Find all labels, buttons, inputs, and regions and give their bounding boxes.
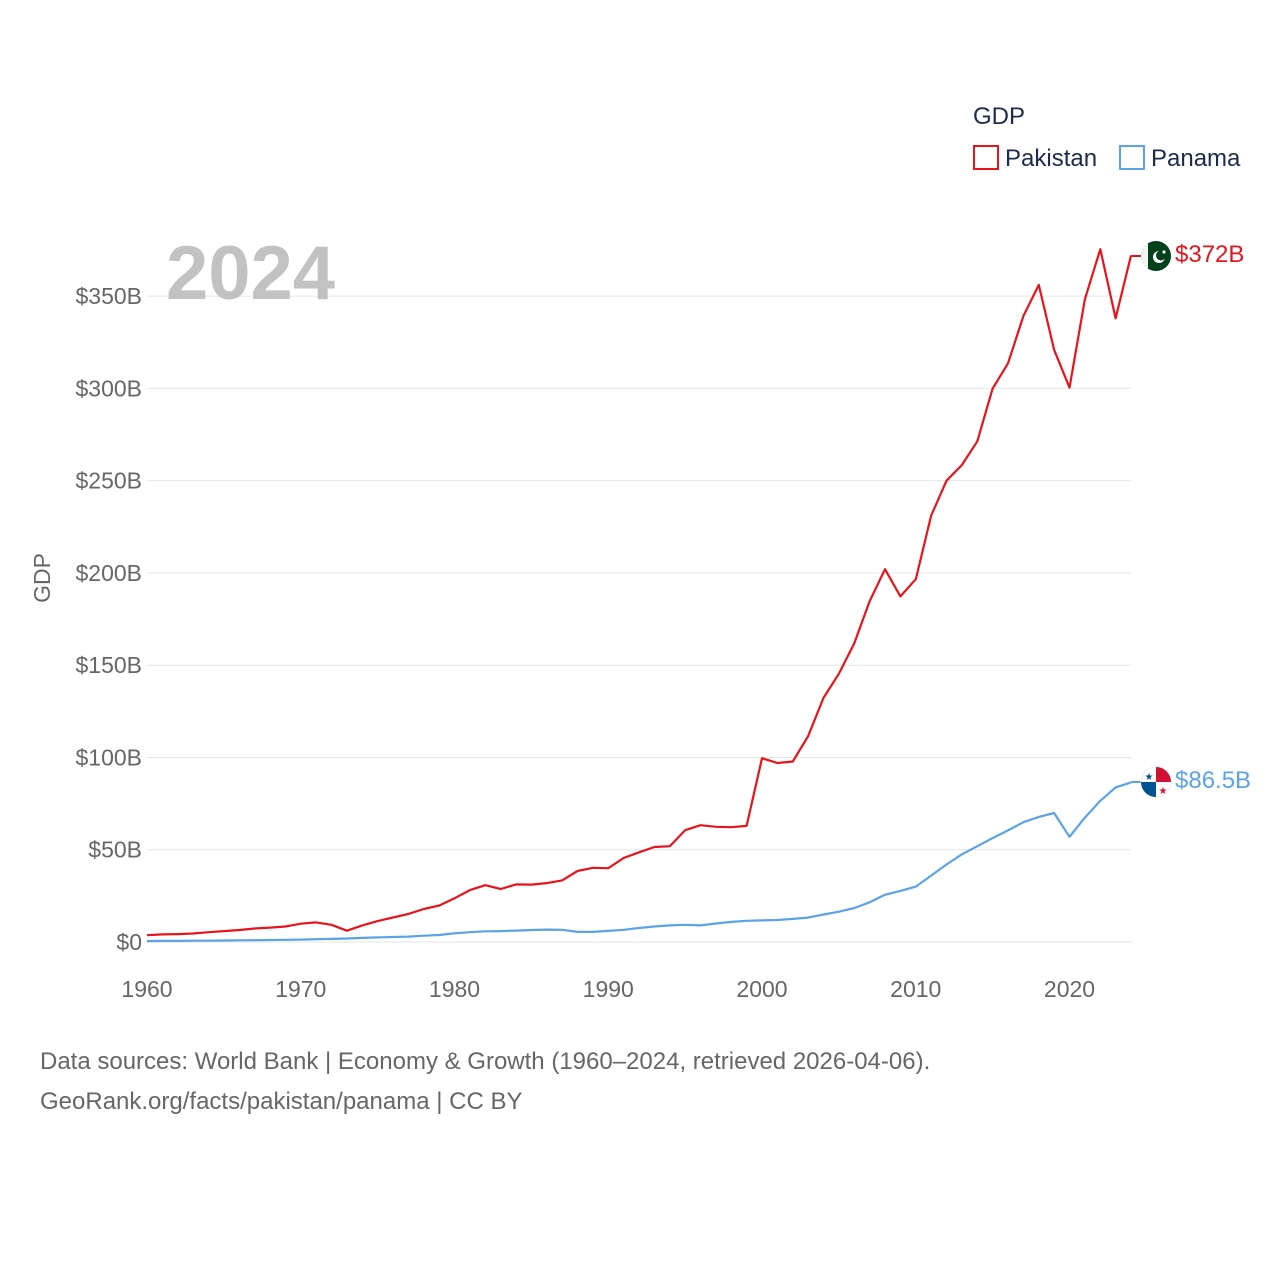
source-line: Data sources: World Bank | Economy & Gro… (40, 1048, 931, 1075)
data-source-footer: Data sources: World Bank | Economy & Gro… (40, 1042, 930, 1122)
y-tick-label: $200B (75, 560, 142, 586)
svg-text:★: ★ (1145, 772, 1154, 783)
series-line-pakistan (146, 248, 1133, 937)
x-tick-label: 2000 (736, 976, 787, 1002)
panama-flag-icon: ★ ★ (1140, 766, 1172, 798)
y-axis-title: GDP (29, 553, 55, 603)
x-tick-label: 2020 (1044, 976, 1095, 1002)
legend-swatch-panama (1119, 145, 1145, 170)
y-tick-label: $300B (75, 375, 142, 401)
y-tick-label: $150B (75, 652, 142, 678)
x-tick-label: 1960 (121, 976, 172, 1002)
y-tick-label: $0 (116, 929, 142, 955)
legend-label-pakistan: Pakistan (1005, 145, 1097, 172)
legend: GDP Pakistan Panama (973, 103, 1241, 172)
x-tick-label: 2010 (890, 976, 941, 1002)
svg-text:★: ★ (1159, 786, 1168, 797)
x-tick-label: 1970 (275, 976, 326, 1002)
pakistan-end-marker: $372B (1131, 241, 1244, 271)
y-tick-label: $100B (75, 744, 142, 770)
y-axis-ticks: $0 $50B $100B $150B $200B $250B $300B $350B (75, 283, 142, 955)
year-label: 2024 (166, 231, 335, 316)
attribution-line: GeoRank.org/facts/pakistan/panama | CC B… (40, 1088, 523, 1115)
gridlines (147, 295, 1131, 943)
panama-end-marker: ★ ★ $86.5B (1131, 766, 1251, 798)
x-tick-label: 1990 (583, 976, 634, 1002)
series-line-panama (146, 781, 1132, 943)
series-lines (146, 248, 1133, 943)
gdp-line-chart: $0 $50B $100B $150B $200B $250B $300B $350B 196… (29, 103, 1251, 1002)
legend-item-pakistan[interactable]: Pakistan (973, 145, 1097, 172)
legend-item-panama[interactable]: Panama (1119, 145, 1241, 172)
y-tick-label: $50B (88, 837, 142, 863)
pakistan-flag-icon (1140, 241, 1171, 271)
legend-swatch-pakistan (973, 145, 999, 170)
pakistan-end-label: $372B (1175, 241, 1244, 268)
y-tick-label: $350B (75, 283, 142, 309)
legend-title: GDP (973, 103, 1025, 130)
panama-end-label: $86.5B (1175, 767, 1251, 794)
x-tick-label: 1980 (429, 976, 480, 1002)
legend-label-panama: Panama (1151, 145, 1241, 172)
x-axis-ticks: 1960 1970 1980 1990 2000 2010 2020 (121, 976, 1095, 1002)
y-tick-label: $250B (75, 468, 142, 494)
